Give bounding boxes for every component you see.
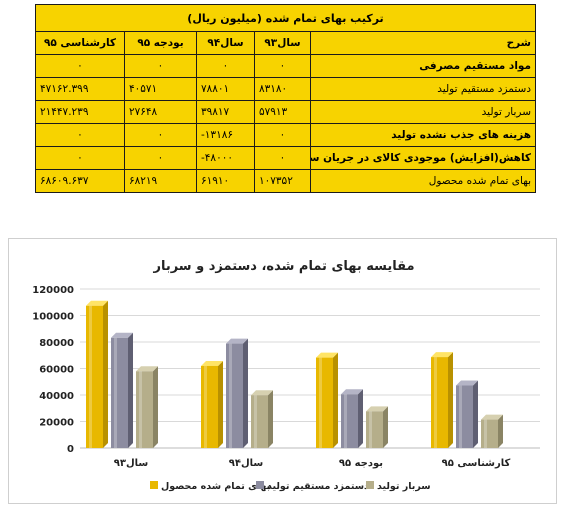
bar <box>201 365 218 448</box>
bar-highlight <box>89 305 92 448</box>
legend-swatch <box>150 481 158 489</box>
bar-side <box>103 300 108 448</box>
bar-top <box>431 352 453 358</box>
chart-title: مقایسه بهای تمام شده، دستمزد و سربار <box>152 259 414 274</box>
bar <box>136 371 153 448</box>
cost-table-container: ترکیب بهای تمام شده (میلیون ریال) شرح سا… <box>35 4 536 193</box>
bar-highlight <box>229 343 232 448</box>
table-cell: ۵۷۹۱۳ <box>254 100 311 124</box>
row-label: بهای تمام شده محصول <box>310 169 536 193</box>
bar-top <box>481 414 503 420</box>
bar-side <box>268 390 273 448</box>
bar-side <box>333 352 338 448</box>
bar-top <box>201 360 223 366</box>
row-label: کاهش(افزایش) موجودی کالای در جریان ساخت <box>310 146 536 170</box>
legend-swatch <box>366 481 374 489</box>
bar-highlight <box>254 395 257 448</box>
x-tick-label: بودجه ۹۵ <box>339 458 383 469</box>
bar <box>111 337 128 448</box>
bar <box>226 343 243 448</box>
bar-side <box>243 338 248 448</box>
legend-label: دستمزد مستقیم تولید <box>267 481 369 492</box>
table-cell: ۶۸۲۱۹ <box>124 169 197 193</box>
y-tick-label: 40000 <box>39 391 74 402</box>
bar-top <box>136 366 158 372</box>
row-label: سربار تولید <box>310 100 536 124</box>
table-cell: ۱۰۷۳۵۲ <box>254 169 311 193</box>
table-cell: ۳۹۸۱۷ <box>196 100 255 124</box>
bar-side <box>383 406 388 448</box>
bar <box>481 419 498 448</box>
bar-top <box>456 380 478 386</box>
bar-top <box>366 406 388 412</box>
bar-highlight <box>139 371 142 448</box>
legend-label: بهای تمام شده محصول <box>161 481 270 492</box>
bar-top <box>226 338 248 344</box>
legend-swatch <box>256 481 264 489</box>
table-cell: ۰ <box>196 54 255 78</box>
bar-highlight <box>459 385 462 448</box>
bar <box>366 411 383 448</box>
table-cell: ۰ <box>35 54 125 78</box>
header-col-budget-1395: بودجه ۹۵ <box>124 31 197 55</box>
bar-side <box>473 380 478 448</box>
table-cell: ۲۱۴۴۷.۲۳۹ <box>35 100 125 124</box>
table-row-direct-materials: مواد مستقیم مصرفی ۰ ۰ ۰ ۰ <box>35 54 536 78</box>
bar <box>341 394 358 448</box>
bar-top <box>111 332 133 338</box>
table-row-wip-inventory-change: کاهش(افزایش) موجودی کالای در جریان ساخت … <box>35 146 536 170</box>
table-cell: ۰ <box>35 146 125 170</box>
table-row-cost-of-goods: بهای تمام شده محصول ۱۰۷۳۵۲ ۶۱۹۱۰ ۶۸۲۱۹ ۶… <box>35 169 536 193</box>
bar-side <box>358 389 363 448</box>
chart-frame <box>8 238 557 504</box>
bar-side <box>153 366 158 448</box>
table-cell: ۴۰۵۷۱ <box>124 77 197 101</box>
bar-side <box>218 360 223 448</box>
bar-highlight <box>114 337 117 448</box>
bar-side <box>448 352 453 448</box>
bar <box>456 385 473 448</box>
bar-top <box>251 390 273 396</box>
row-label: هزینه های جذب نشده تولید <box>310 123 536 147</box>
table-title: ترکیب بهای تمام شده (میلیون ریال) <box>35 4 536 32</box>
x-tick-label: کارشناسی ۹۵ <box>442 458 511 469</box>
table-cell: ۴۷۱۶۲.۳۹۹ <box>35 77 125 101</box>
bar-highlight <box>204 365 207 448</box>
bar <box>86 305 103 448</box>
bar-highlight <box>344 394 347 448</box>
y-tick-label: 0 <box>67 444 74 455</box>
header-col-1394: سال۹۴ <box>196 31 255 55</box>
bar <box>431 357 448 448</box>
x-tick-label: سال۹۴ <box>229 458 264 469</box>
cost-breakdown-table: ترکیب بهای تمام شده (میلیون ریال) شرح سا… <box>35 4 536 193</box>
table-cell: -۴۸۰۰۰ <box>196 146 255 170</box>
bar-highlight <box>434 357 437 448</box>
x-tick-label: سال۹۳ <box>114 458 149 469</box>
y-tick-label: 60000 <box>39 365 74 376</box>
bar-highlight <box>369 411 372 448</box>
y-tick-label: 80000 <box>39 338 74 349</box>
bar-top <box>341 389 363 395</box>
legend-label: سربار تولید <box>377 481 431 492</box>
y-tick-label: 100000 <box>32 312 74 323</box>
bar <box>251 395 268 448</box>
y-tick-label: 20000 <box>39 418 74 429</box>
table-cell: ۰ <box>254 54 311 78</box>
bar-top <box>316 352 338 358</box>
bar-highlight <box>484 419 487 448</box>
bar-side <box>498 414 503 448</box>
y-tick-label: 120000 <box>32 285 74 296</box>
bar-top <box>86 300 108 306</box>
header-col-1393: سال۹۳ <box>254 31 311 55</box>
table-row-direct-labor: دستمزد مستقیم تولید ۸۳۱۸۰ ۷۸۸۰۱ ۴۰۵۷۱ ۴۷… <box>35 77 536 101</box>
table-cell: ۶۱۹۱۰ <box>196 169 255 193</box>
bar-highlight <box>319 357 322 448</box>
table-cell: ۶۸۶۰۹.۶۳۷ <box>35 169 125 193</box>
bar-side <box>128 332 133 448</box>
bar <box>316 357 333 448</box>
